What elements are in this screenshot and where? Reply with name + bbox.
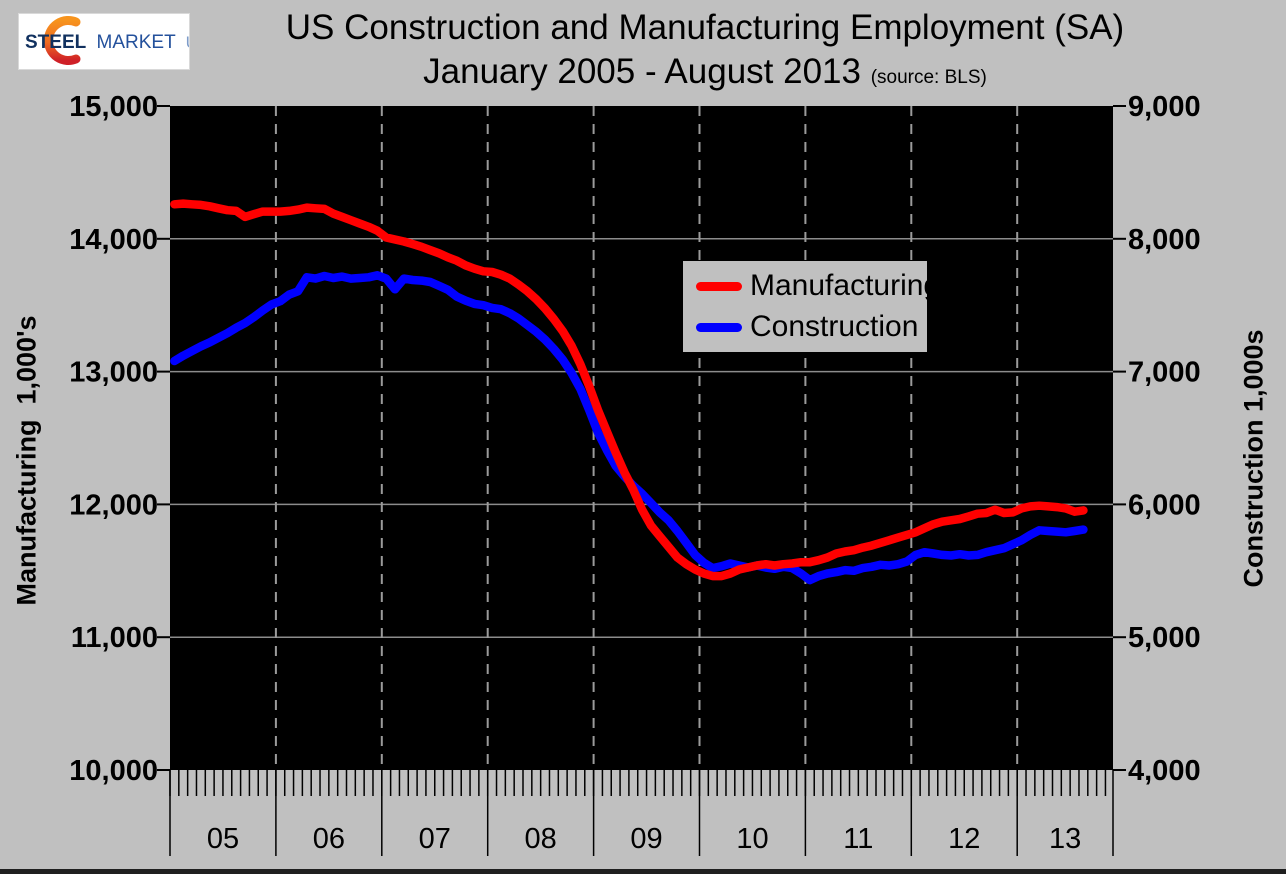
right-axis-ticks: 4,000 5,000 6,000 7,000 8,000 9,000 [1113, 91, 1201, 787]
legend-item-construction: Construction [696, 311, 927, 343]
month-ticks [169, 770, 1107, 796]
right-tick-label: 4,000 [1128, 755, 1201, 787]
manufacturing-line-swatch [696, 281, 742, 291]
bottom-edge-strip [0, 869, 1286, 874]
left-tick-label: 12,000 [69, 489, 158, 521]
left-tick-label: 15,000 [69, 91, 158, 123]
year-label: 10 [736, 823, 768, 855]
right-tick-label: 7,000 [1128, 357, 1201, 389]
left-axis-ticks: 10,000 11,000 12,000 13,000 14,000 15,000 [69, 91, 170, 787]
year-label: 09 [630, 823, 662, 855]
chart-subtitle: January 2005 - August 2013 (source: BLS) [120, 52, 1286, 92]
plot-area [170, 106, 1113, 770]
right-tick-label: 9,000 [1128, 91, 1201, 123]
year-label: 05 [207, 823, 239, 855]
right-tick-label: 5,000 [1128, 622, 1201, 654]
legend-label-manufacturing: Manufacturing [750, 269, 941, 302]
right-tick-label: 8,000 [1128, 224, 1201, 256]
left-tick-label: 11,000 [71, 622, 158, 654]
manufacturing-line [170, 199, 1088, 581]
construction-line-swatch [696, 322, 742, 332]
year-labels: 05 06 07 08 09 10 11 12 13 [207, 823, 1081, 855]
legend: Manufacturing Construction [683, 261, 940, 352]
chart-title: US Construction and Manufacturing Employ… [285, 8, 1125, 47]
left-tick-label: 10,000 [69, 755, 158, 787]
left-tick-label: 13,000 [69, 357, 158, 389]
subtitle-range: January 2005 - August 2013 [423, 52, 861, 91]
source-note: (source: BLS) [870, 67, 987, 88]
vertical-gridlines [274, 106, 1019, 770]
horizontal-gridlines [170, 238, 1113, 638]
year-ticks [169, 770, 1114, 856]
year-label: 07 [419, 823, 451, 855]
year-label: 12 [948, 823, 980, 855]
legend-item-manufacturing: Manufacturing [696, 270, 940, 302]
year-label: 13 [1049, 823, 1081, 855]
legend-label-construction: Construction [750, 310, 919, 343]
year-label: 06 [313, 823, 345, 855]
logo-swoosh-icon [43, 16, 81, 65]
left-tick-label: 14,000 [69, 224, 158, 256]
right-tick-label: 6,000 [1128, 489, 1201, 521]
year-label: 11 [843, 823, 873, 855]
year-label: 08 [525, 823, 557, 855]
